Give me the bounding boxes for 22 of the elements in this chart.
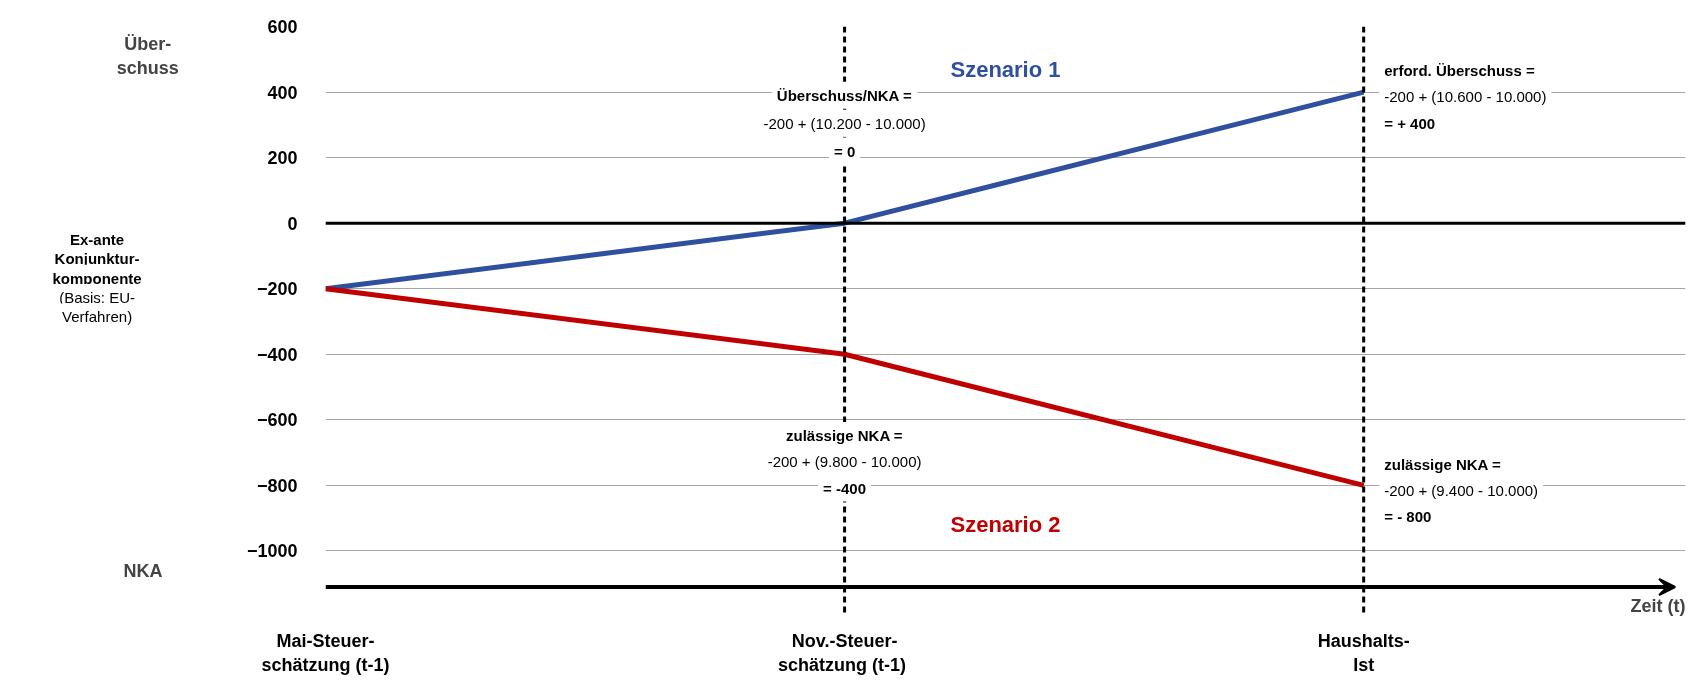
x-tick-label: Haushalts- Ist: [1317, 630, 1410, 675]
y-tick-label: −200: [256, 279, 298, 300]
annotation: erford. Überschuss = -200 + (10.600 - 10.000) = + 400: [1384, 62, 1547, 132]
annotation: Überschuss/NKA = -200 + (10.200 - 10.000) = 0: [763, 86, 926, 160]
y-tick-label: −400: [256, 344, 298, 365]
y-tick-label: −1000: [246, 541, 298, 562]
y-tick-label: 600: [267, 17, 298, 37]
y-tick-label: 0: [287, 213, 298, 234]
text: NKA: [123, 560, 163, 581]
y-tick-label: 200: [267, 148, 298, 169]
y-tick-label: −600: [256, 410, 298, 431]
text: Ex-ante Konjunktur- komponente (Basis: EU- Verfahren): [52, 231, 142, 326]
x-tick-label: Nov.-Steuer- schätzung (t-1): [778, 630, 907, 675]
text: Szenario 1: [950, 56, 1061, 82]
annotation: zulässige NKA = -200 + (9.400 - 10.000) = - 800: [1384, 455, 1539, 526]
y-tick-label: 400: [267, 82, 298, 103]
y-tick-label: −800: [256, 475, 298, 496]
text: Szenario 2: [950, 512, 1061, 538]
x-axis-title: Zeit (t): [1630, 595, 1686, 616]
x-tick-label: Mai-Steuer- schätzung (t-1): [261, 630, 390, 675]
annotation: zulässige NKA = -200 + (9.800 - 10.000) = -400: [767, 427, 922, 497]
y-axis-title: Über- schuss: [116, 34, 179, 78]
